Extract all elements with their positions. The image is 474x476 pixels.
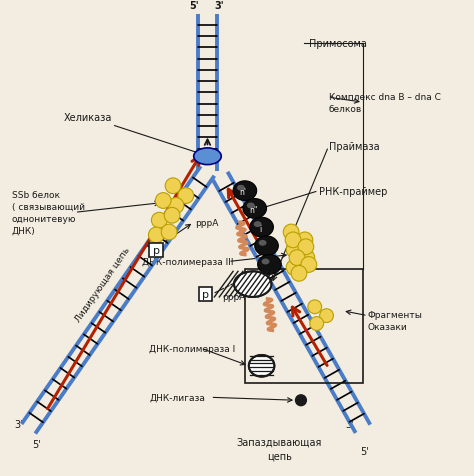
- Circle shape: [285, 232, 301, 248]
- Ellipse shape: [233, 181, 257, 201]
- Ellipse shape: [255, 237, 278, 256]
- Ellipse shape: [259, 240, 266, 246]
- Text: Фрагменты
Оказаки: Фрагменты Оказаки: [368, 310, 423, 331]
- Text: Запаздывающая
цепь: Запаздывающая цепь: [237, 437, 322, 460]
- Text: n": n": [249, 206, 258, 214]
- Text: pppA: pppA: [195, 218, 219, 227]
- Ellipse shape: [194, 149, 221, 165]
- Text: 5': 5': [32, 439, 41, 449]
- Circle shape: [178, 188, 194, 204]
- Text: ДНК-лигаза: ДНК-лигаза: [149, 393, 205, 402]
- Circle shape: [298, 239, 314, 255]
- FancyBboxPatch shape: [199, 288, 212, 301]
- Text: Примосома: Примосома: [309, 39, 367, 49]
- Circle shape: [164, 208, 180, 224]
- Text: 3': 3': [14, 419, 22, 429]
- Ellipse shape: [254, 222, 262, 228]
- Text: p: p: [202, 289, 209, 299]
- Ellipse shape: [249, 355, 274, 377]
- Circle shape: [308, 300, 322, 314]
- Circle shape: [296, 395, 306, 406]
- Circle shape: [283, 225, 299, 240]
- Ellipse shape: [237, 185, 245, 191]
- FancyBboxPatch shape: [149, 243, 163, 257]
- Text: p: p: [153, 245, 160, 255]
- Ellipse shape: [243, 199, 266, 219]
- Text: ДНК-полимераза III: ДНК-полимераза III: [142, 258, 233, 267]
- Bar: [245, 270, 363, 383]
- Circle shape: [168, 198, 184, 214]
- Circle shape: [301, 257, 317, 273]
- Ellipse shape: [234, 272, 272, 298]
- Text: i: i: [259, 224, 262, 233]
- Text: Праймаза: Праймаза: [328, 142, 379, 152]
- Circle shape: [310, 317, 324, 331]
- Text: 3': 3': [214, 0, 224, 10]
- Circle shape: [297, 232, 313, 248]
- Text: pppA: pppA: [222, 293, 246, 302]
- Circle shape: [165, 178, 181, 194]
- Circle shape: [299, 250, 315, 266]
- Circle shape: [161, 225, 177, 240]
- Circle shape: [286, 242, 302, 258]
- Circle shape: [286, 260, 302, 276]
- Text: ДНК-полимераза I: ДНК-полимераза I: [149, 344, 236, 353]
- Text: Комплекс dna B – dna C
белков: Комплекс dna B – dna C белков: [328, 93, 440, 114]
- Text: SSb белок
( связывающий
однонитевую
ДНК): SSb белок ( связывающий однонитевую ДНК): [12, 191, 85, 235]
- Circle shape: [148, 228, 164, 243]
- Ellipse shape: [262, 259, 269, 265]
- Ellipse shape: [250, 218, 273, 238]
- Ellipse shape: [258, 255, 281, 275]
- Text: Лидирующая цепь: Лидирующая цепь: [73, 246, 131, 324]
- Ellipse shape: [247, 203, 255, 209]
- Circle shape: [319, 309, 333, 323]
- Text: РНК-праймер: РНК-праймер: [319, 186, 387, 196]
- Text: Хеликаза: Хеликаза: [64, 113, 197, 153]
- Circle shape: [291, 266, 307, 282]
- Circle shape: [289, 250, 305, 266]
- Text: 5': 5': [189, 0, 199, 10]
- Circle shape: [155, 193, 171, 209]
- Text: 5': 5': [361, 446, 369, 456]
- Text: n': n': [239, 188, 246, 197]
- Circle shape: [151, 213, 167, 228]
- Text: 3': 3': [345, 419, 354, 429]
